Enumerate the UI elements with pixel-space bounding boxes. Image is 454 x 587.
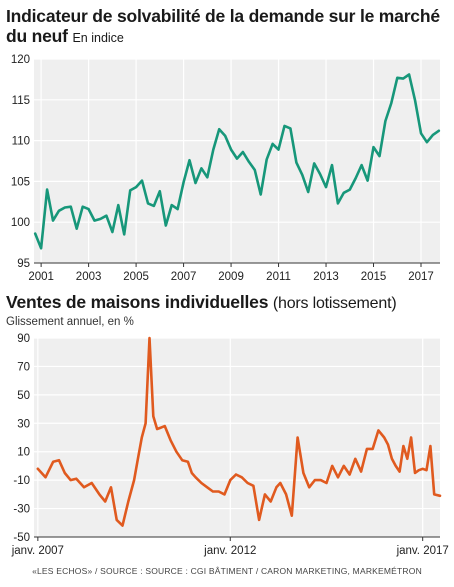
chart1-x-tick-label: 2017 bbox=[408, 271, 434, 283]
chart2-y-tick-label: -30 bbox=[13, 504, 30, 516]
chart2-y-tick-label: 10 bbox=[17, 447, 30, 459]
chart1-y-tick-label: 95 bbox=[17, 258, 30, 270]
chart1-x-tick-label: 2003 bbox=[76, 271, 102, 283]
source-footer: «LES ECHOS» / SOURCE : SOURCE : CGI BÂTI… bbox=[32, 566, 422, 576]
chart2-y-tick-label: 30 bbox=[17, 418, 30, 430]
chart2-title: Ventes de maisons individuelles (hors lo… bbox=[6, 292, 397, 312]
chart1-x-tick-label: 2011 bbox=[266, 271, 291, 283]
chart1-x-tick-label: 2005 bbox=[123, 271, 149, 283]
chart2-title-suffix: (hors lotissement) bbox=[272, 295, 397, 312]
chart1-plot: 95 100 105 110 115 120 2001 2003 2005 2007 2009 201… bbox=[11, 54, 441, 283]
chart1-subtitle: En indice bbox=[72, 31, 124, 45]
chart1-y-tick-label: 115 bbox=[12, 95, 30, 107]
chart1-x-tick-label: 2001 bbox=[28, 271, 54, 283]
chart1-x-tick-label: 2009 bbox=[218, 271, 244, 283]
chart2-y-tick-label: 90 bbox=[17, 333, 30, 345]
chart1-series-line bbox=[33, 73, 441, 250]
chart1-x-tick-label: 2007 bbox=[171, 271, 197, 283]
chart1-title: Indicateur de solvabilité de la demande … bbox=[6, 6, 440, 46]
chart2-x-tick-label: janv. 2017 bbox=[396, 545, 449, 557]
chart1-x-tick-label: 2015 bbox=[361, 271, 387, 283]
chart1-y-tick-label: 105 bbox=[11, 176, 30, 188]
chart2-y-tick-label: -10 bbox=[13, 475, 30, 487]
chart1-y-tick-label: 120 bbox=[11, 54, 30, 66]
chart1-y-tick-label: 100 bbox=[11, 217, 30, 229]
chart1-x-tick-label: 2013 bbox=[313, 271, 339, 283]
chart2-plot-background bbox=[34, 338, 440, 537]
chart2-y-tick-label: -50 bbox=[13, 532, 30, 544]
chart2-y-tick-label: 50 bbox=[17, 390, 30, 402]
chart2-y-tick-label: 70 bbox=[17, 361, 30, 373]
chart1-y-tick-label: 110 bbox=[12, 136, 30, 148]
chart2-series-line bbox=[36, 336, 442, 527]
chart2-x-tick-label: janv. 2012 bbox=[203, 545, 256, 557]
chart2-x-tick-label: janv. 2007 bbox=[11, 545, 64, 557]
chart2-subtitle: Glissement annuel, en % bbox=[6, 316, 134, 328]
